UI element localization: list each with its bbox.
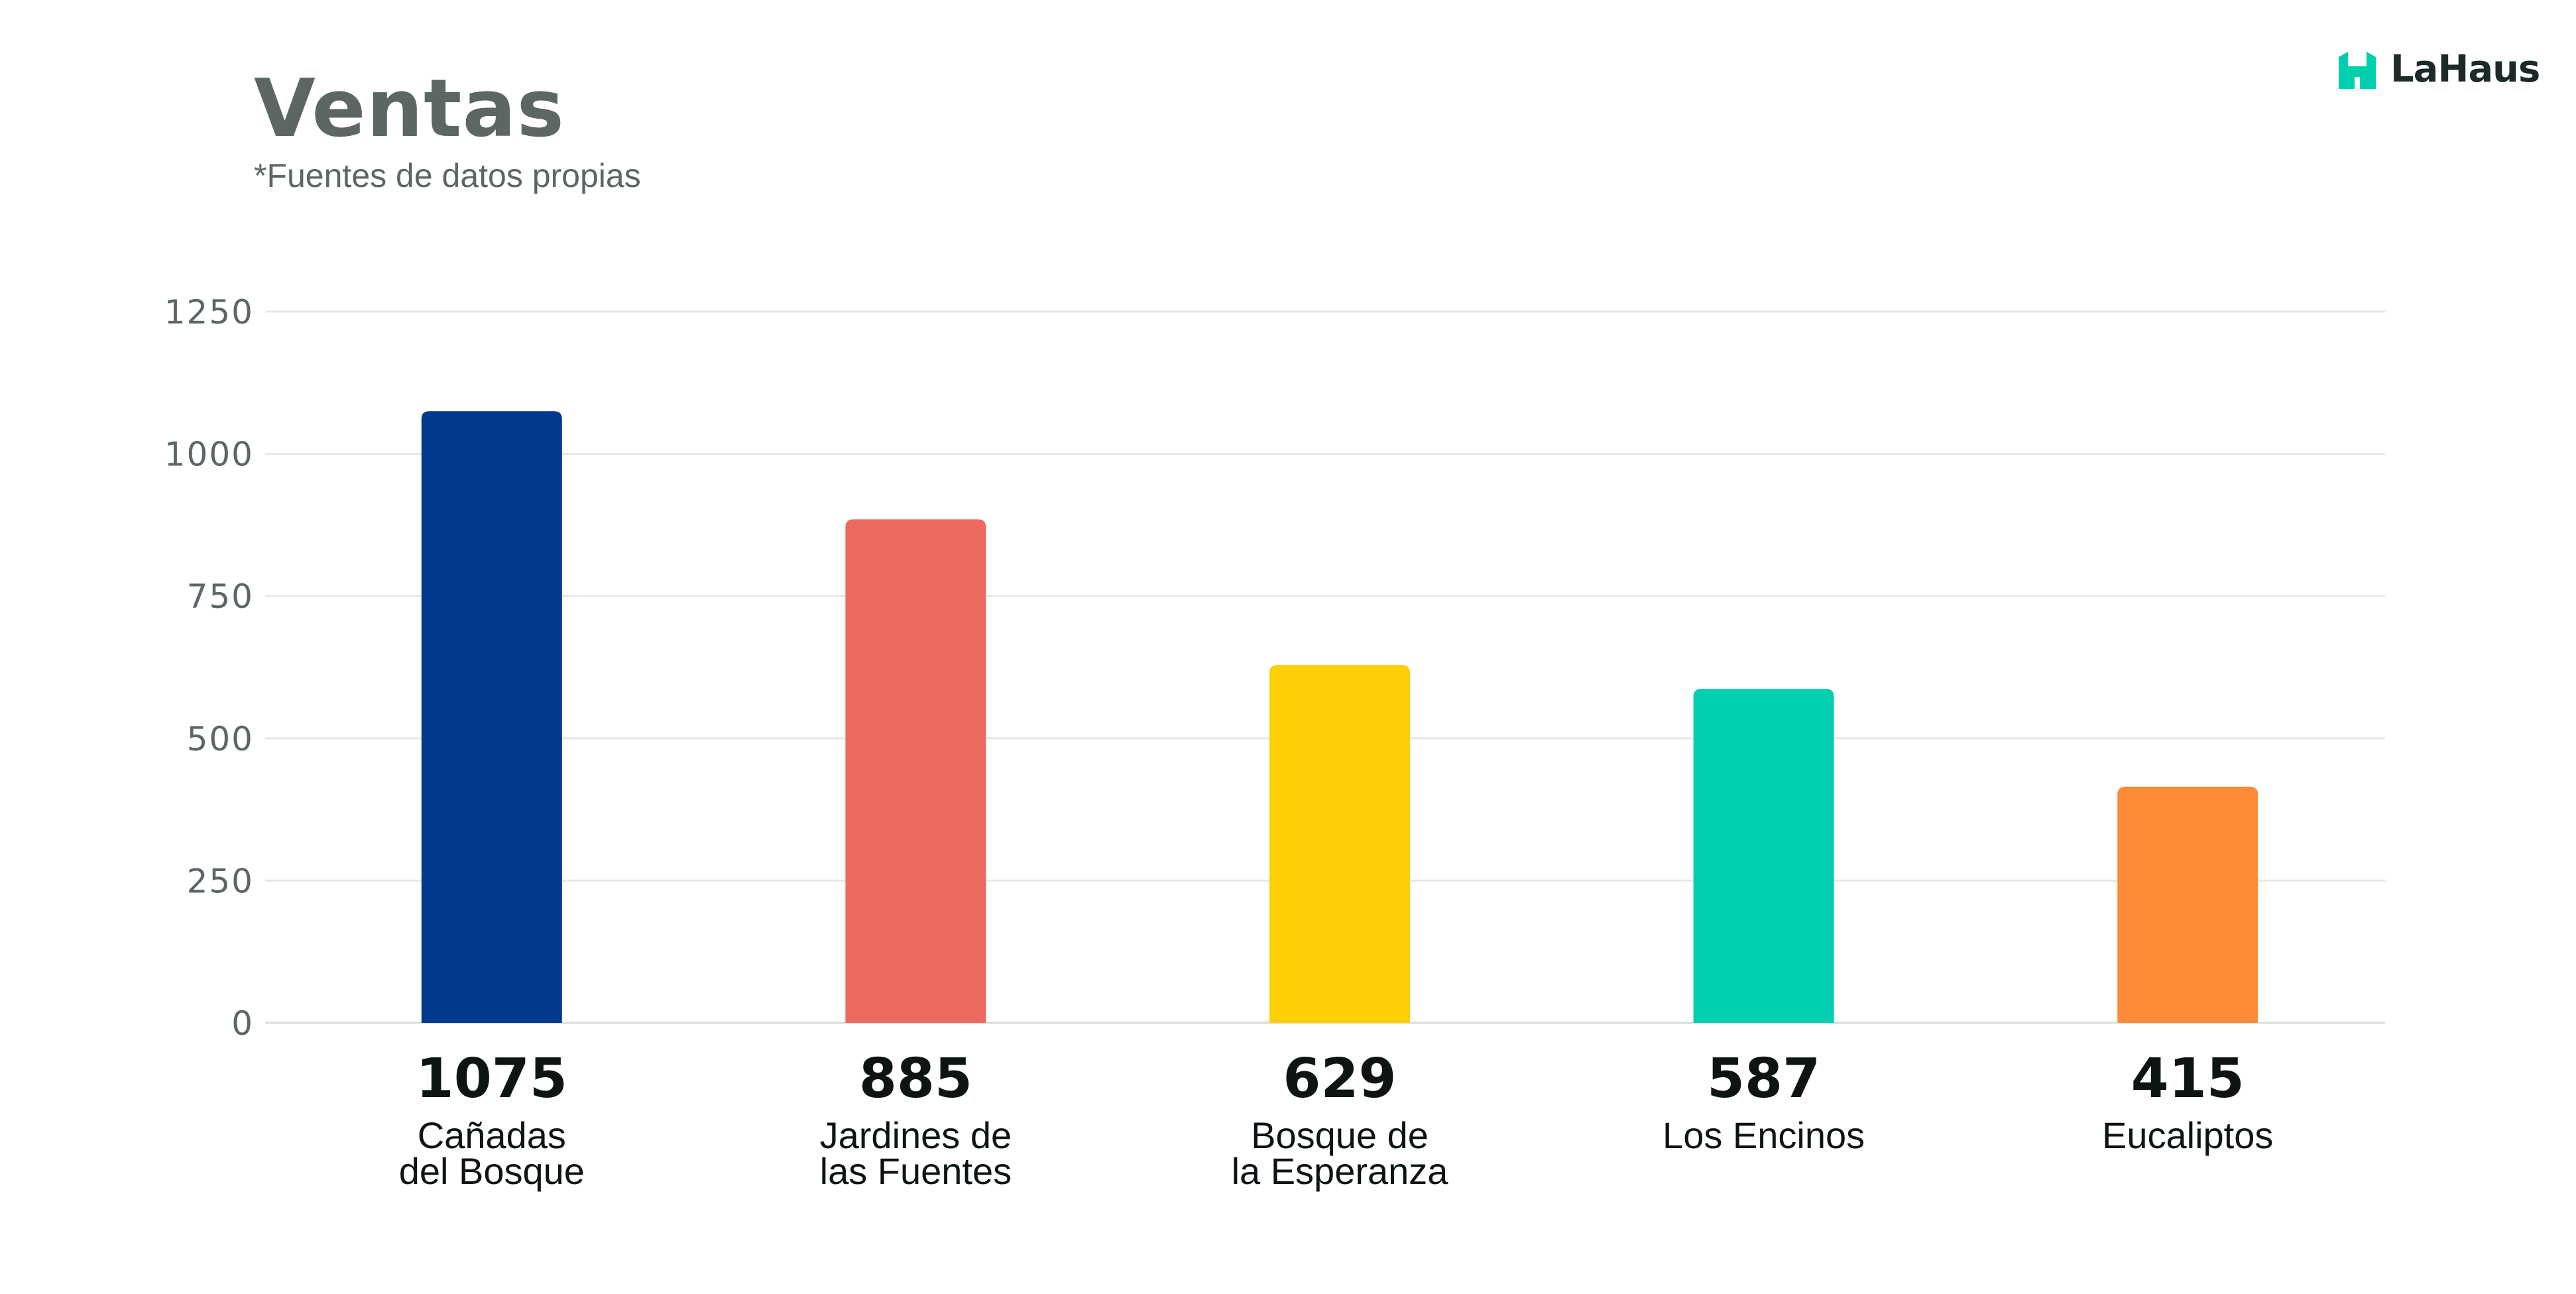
category-label: Eucaliptos (2102, 1114, 2273, 1156)
category-label-line: Los Encinos (1663, 1114, 1865, 1156)
bar (1269, 665, 1410, 1023)
bar-value-label: 629 (1283, 1047, 1396, 1110)
brand-name: LaHaus (2390, 48, 2540, 91)
category-label-line: las Fuentes (820, 1150, 1012, 1192)
bar (1693, 689, 1834, 1023)
y-tick-label: 1000 (164, 436, 254, 474)
y-tick-label: 750 (187, 577, 254, 616)
bar (2117, 786, 2258, 1023)
category-label-line: la Esperanza (1232, 1150, 1449, 1192)
category-label-line: Cañadas (418, 1114, 566, 1156)
y-tick-label: 500 (187, 720, 254, 758)
category-label-line: Eucaliptos (2102, 1114, 2273, 1156)
category-label: Los Encinos (1663, 1114, 1865, 1156)
y-tick-label: 1250 (164, 293, 254, 331)
category-label-line: Jardines de (820, 1114, 1012, 1156)
y-tick-label: 0 (231, 1004, 254, 1043)
house-icon (2339, 51, 2376, 89)
y-tick-label: 250 (187, 862, 254, 900)
category-label-line: Bosque de (1251, 1114, 1429, 1156)
bar-value-label: 885 (859, 1047, 972, 1110)
category-label-line: del Bosque (399, 1150, 585, 1192)
bar-value-label: 415 (2131, 1047, 2245, 1110)
chart-subtitle: *Fuentes de datos propias (254, 157, 641, 194)
chart-title: Ventas (254, 63, 565, 155)
bar (845, 519, 986, 1023)
bar (421, 411, 562, 1023)
category-label: Bosque de la Esperanza (1232, 1114, 1449, 1192)
brand-logo: LaHaus (2339, 48, 2540, 91)
bar-value-label: 587 (1707, 1047, 1820, 1110)
category-label: Cañadas del Bosque (399, 1114, 585, 1192)
category-label: Jardines de las Fuentes (820, 1114, 1012, 1192)
bar-value-label: 1075 (416, 1047, 567, 1110)
